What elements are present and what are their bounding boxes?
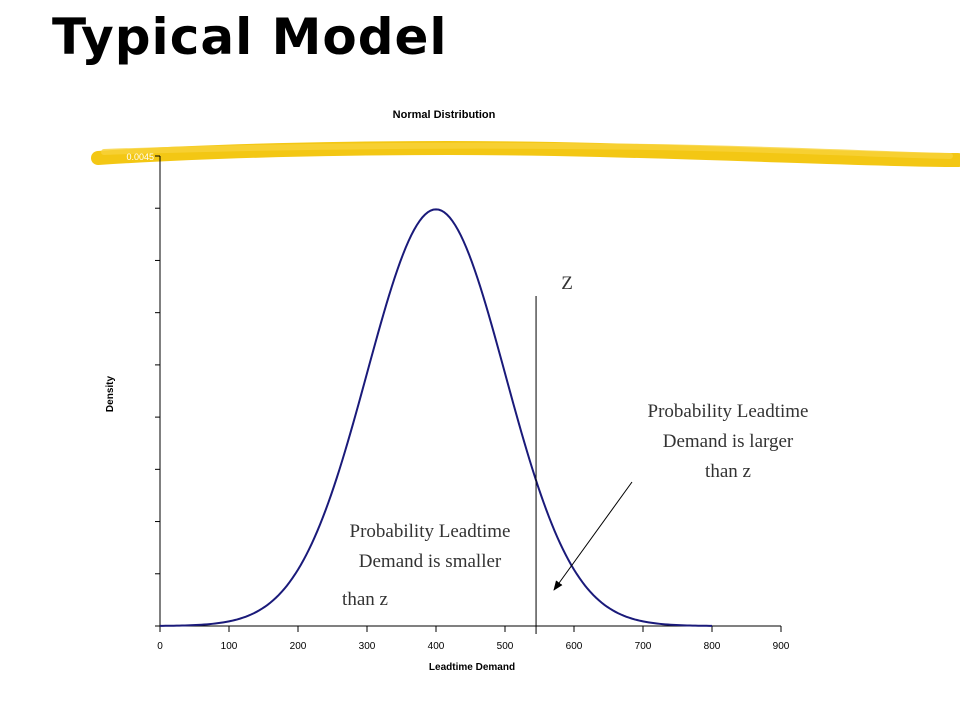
highlighter-band — [91, 141, 960, 167]
larger-annotation-line1: Probability Leadtime — [647, 401, 809, 422]
larger-annotation-line3: than z — [705, 461, 751, 482]
density-curve — [159, 208, 713, 627]
y-tick-label: 0.0045 — [126, 152, 154, 162]
x-tick-label: 0 — [157, 641, 163, 652]
highlighter-band-edge — [101, 142, 953, 159]
larger-annotation-line2: Demand is larger — [662, 431, 794, 452]
tick-labels: 0 100 200 300 400 500 600 700 800 900 0.0045 — [126, 152, 789, 652]
z-marker — [535, 296, 633, 634]
y-axis-label: Density — [105, 376, 116, 413]
x-tick-label: 700 — [635, 641, 652, 652]
annotation-arrow — [553, 481, 633, 591]
x-tick-label: 500 — [497, 641, 514, 652]
x-tick-label: 200 — [290, 641, 307, 652]
smaller-annotation-line1: Probability Leadtime — [349, 521, 511, 542]
chart-title: Normal Distribution — [393, 109, 496, 121]
x-tick-label: 400 — [428, 641, 445, 652]
x-tick-label: 900 — [773, 641, 790, 652]
smaller-annotation-line2: Demand is smaller — [358, 551, 502, 572]
highlighter-stroke — [91, 141, 960, 167]
x-tick-label: 300 — [359, 641, 376, 652]
x-tick-label: 800 — [704, 641, 721, 652]
x-axis-label: Leadtime Demand — [429, 662, 515, 673]
smaller-annotation-line3: than z — [342, 589, 388, 610]
x-tick-label: 100 — [221, 641, 238, 652]
z-label: Z — [561, 273, 573, 294]
slide-title: Typical Model — [52, 8, 448, 66]
density-curve-group — [159, 208, 713, 627]
x-tick-label: 600 — [566, 641, 583, 652]
